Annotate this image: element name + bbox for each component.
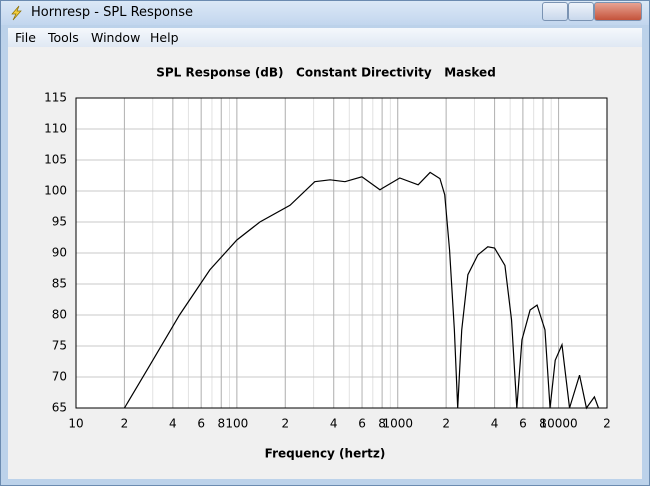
x-tick-label: 8: [217, 417, 225, 431]
x-tick-label: 100: [225, 417, 248, 431]
x-tick-label: 2: [442, 417, 450, 431]
title-bar: Hornresp - SPL Response: [1, 1, 649, 25]
x-tick-label: 6: [519, 417, 527, 431]
y-tick-label: 70: [52, 370, 67, 384]
x-tick-label: 4: [330, 417, 338, 431]
y-tick-label: 80: [52, 308, 67, 322]
close-button[interactable]: [594, 2, 642, 21]
chart-title: SPL Response (dB) Constant Directivity M…: [156, 66, 496, 80]
x-tick-label: 6: [197, 417, 205, 431]
x-tick-label: 4: [491, 417, 499, 431]
x-tick-label: 2: [281, 417, 289, 431]
x-tick-label: 10000: [539, 417, 577, 431]
window-title: Hornresp - SPL Response: [31, 5, 194, 20]
x-tick-label: 6: [358, 417, 366, 431]
y-tick-label: 95: [52, 215, 67, 229]
menu-item[interactable]: Help: [150, 30, 179, 45]
plot-border: [75, 97, 608, 409]
menu-item[interactable]: Window: [91, 30, 141, 45]
y-tick-label: 110: [44, 122, 67, 136]
y-tick-label: 65: [52, 401, 67, 415]
y-tick-label: 105: [44, 153, 67, 167]
y-tick-label: 115: [44, 91, 67, 105]
x-tick-label: 8: [378, 417, 386, 431]
y-tick-label: 75: [52, 339, 67, 353]
menu-bar: File Tools Window Help: [8, 28, 642, 47]
menu-item[interactable]: File: [15, 30, 36, 45]
app-icon: [11, 5, 22, 21]
x-tick-label: 2: [121, 417, 129, 431]
menu-item[interactable]: Tools: [48, 30, 79, 45]
x-tick-label: 1000: [382, 417, 413, 431]
y-tick-label: 100: [44, 184, 67, 198]
x-tick-label: 2: [603, 417, 611, 431]
maximize-button[interactable]: [568, 2, 594, 21]
y-tick-label: 85: [52, 277, 67, 291]
x-tick-label: 8: [539, 417, 547, 431]
x-axis-label: Frequency (hertz): [265, 447, 386, 461]
x-tick-label: 10: [68, 417, 83, 431]
y-tick-label: 90: [52, 246, 67, 260]
x-tick-label: 4: [169, 417, 177, 431]
minimize-button[interactable]: [542, 2, 568, 21]
line-series: [123, 171, 600, 410]
